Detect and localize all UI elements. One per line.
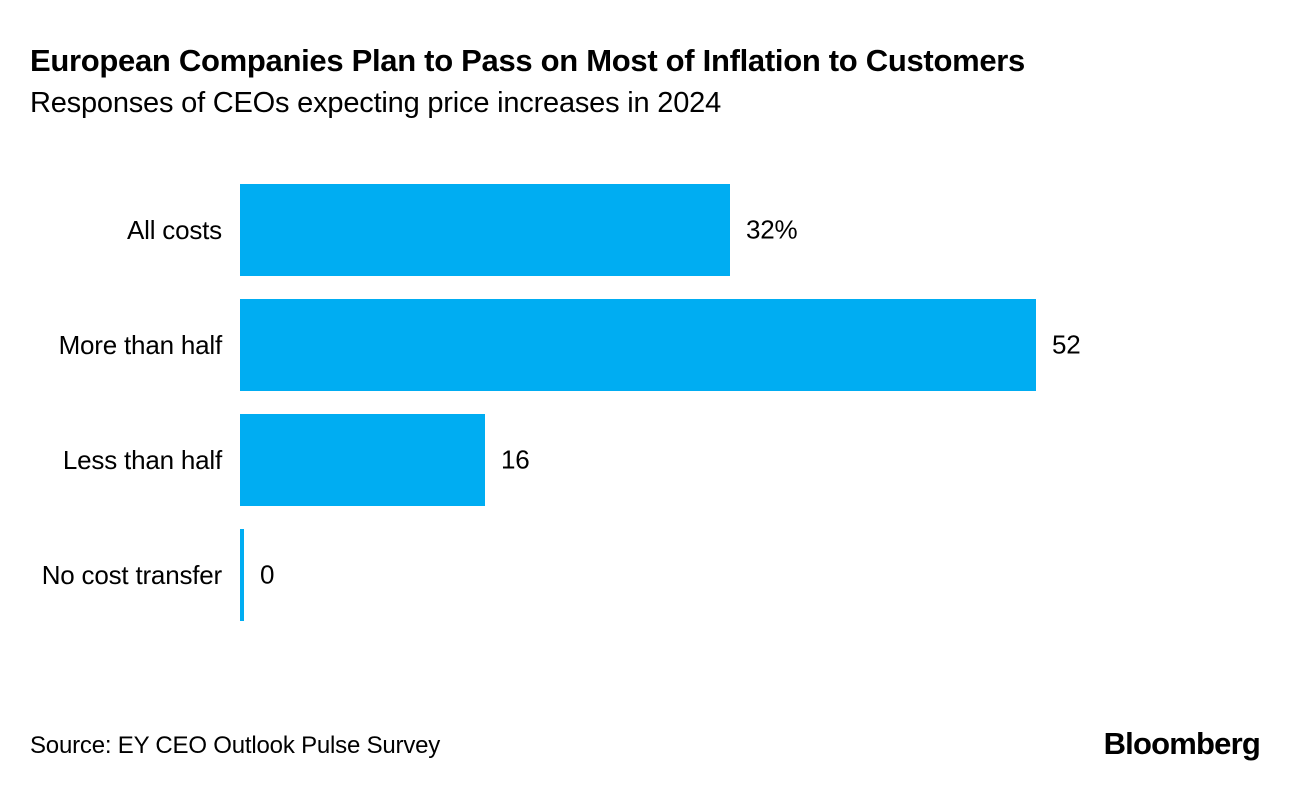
value-label: 16 xyxy=(501,444,530,475)
chart-header: European Companies Plan to Pass on Most … xyxy=(30,43,1266,120)
bar-row: All costs 32% xyxy=(30,184,1266,276)
bar-row: More than half 52 xyxy=(30,299,1266,391)
bloomberg-logo: Bloomberg xyxy=(1103,726,1261,761)
chart-title: European Companies Plan to Pass on Most … xyxy=(30,43,1025,78)
value-label: 32% xyxy=(746,214,798,245)
chart-subtitle: Responses of CEOs expecting price increa… xyxy=(30,87,722,120)
bar xyxy=(240,414,485,506)
category-label: More than half xyxy=(58,329,223,360)
bar-track: 16 xyxy=(240,414,1266,506)
bar xyxy=(240,184,730,276)
bar xyxy=(240,299,1036,391)
value-label: 0 xyxy=(260,559,275,590)
bar-track: 0 xyxy=(240,529,1266,621)
bar-track: 32% xyxy=(240,184,1266,276)
category-label: All costs xyxy=(126,214,222,245)
bar-track: 52 xyxy=(240,299,1266,391)
source-note: Source: EY CEO Outlook Pulse Survey xyxy=(30,732,441,759)
category-label: Less than half xyxy=(62,444,222,475)
bar-row: No cost transfer 0 xyxy=(30,529,1266,621)
bar-row: Less than half 16 xyxy=(30,414,1266,506)
category-label: No cost transfer xyxy=(41,559,223,590)
bar-chart: All costs 32% More than half 52 Less than ha… xyxy=(30,184,1266,621)
value-label: 52 xyxy=(1052,329,1081,360)
bar xyxy=(240,529,244,621)
